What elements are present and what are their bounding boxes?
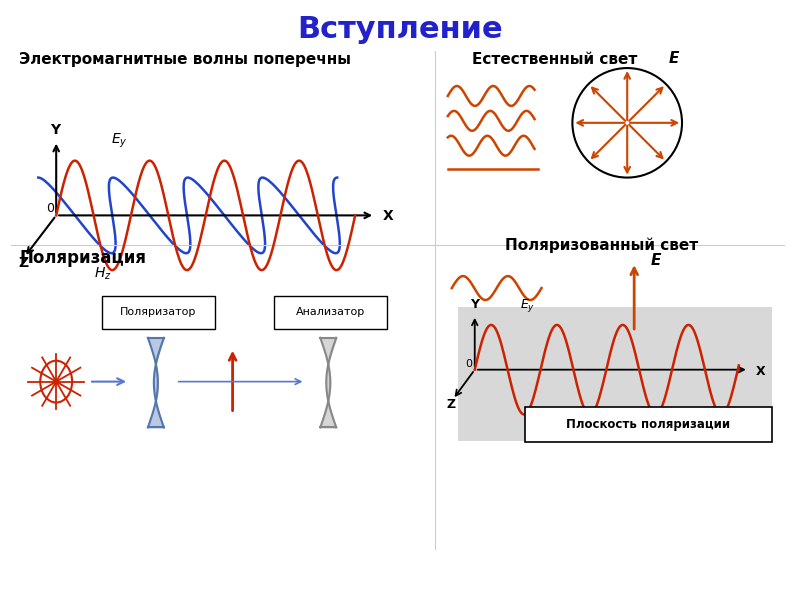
Text: Поляризованный свет: Поляризованный свет xyxy=(505,238,698,253)
Text: Z: Z xyxy=(18,256,29,270)
Text: Y: Y xyxy=(50,123,60,137)
Text: 0: 0 xyxy=(465,359,472,368)
Text: Вступление: Вступление xyxy=(297,15,503,44)
Text: Электромагнитные волны поперечны: Электромагнитные волны поперечны xyxy=(19,52,351,67)
FancyBboxPatch shape xyxy=(525,407,772,442)
Text: E: E xyxy=(669,51,679,66)
Text: Y: Y xyxy=(470,298,478,311)
Text: $E_y$: $E_y$ xyxy=(519,297,534,314)
FancyBboxPatch shape xyxy=(102,296,214,329)
Text: $H_z$: $H_z$ xyxy=(94,265,112,281)
FancyBboxPatch shape xyxy=(274,296,387,329)
Text: Поляризация: Поляризация xyxy=(19,249,146,267)
Text: $E_y$: $E_y$ xyxy=(111,132,128,150)
Text: 0: 0 xyxy=(46,202,54,215)
Text: X: X xyxy=(756,365,766,377)
Text: Z: Z xyxy=(447,398,456,410)
Text: Анализатор: Анализатор xyxy=(296,307,366,317)
FancyBboxPatch shape xyxy=(458,307,772,442)
Text: E: E xyxy=(651,253,662,268)
Text: Естественный свет: Естественный свет xyxy=(472,52,637,67)
Text: Плоскость поляризации: Плоскость поляризации xyxy=(566,418,730,431)
Text: Поляризатор: Поляризатор xyxy=(120,307,197,317)
Text: X: X xyxy=(383,209,394,223)
